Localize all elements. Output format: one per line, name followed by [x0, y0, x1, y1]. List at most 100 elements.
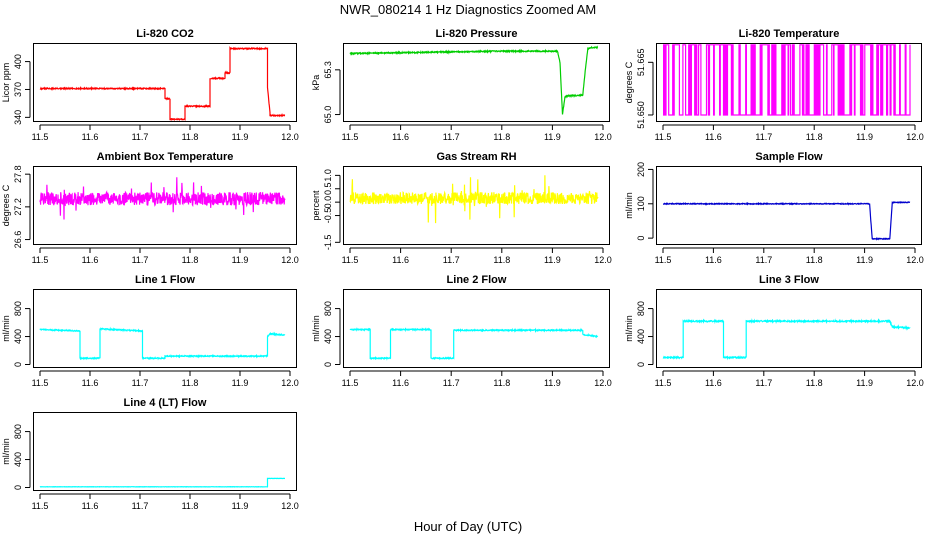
panel-title: Line 1 Flow	[135, 274, 195, 286]
x-tick-label: 11.7	[443, 255, 460, 265]
x-tick-label: 11.6	[705, 378, 722, 388]
series-line	[39, 177, 286, 220]
y-tick-label: 0	[636, 236, 646, 241]
plot-frame	[656, 166, 922, 245]
y-tick-label: 200	[636, 162, 646, 177]
x-tick-label: 11.7	[755, 132, 772, 142]
x-tick-label: 11.5	[32, 501, 49, 511]
y-axis-label: percent	[311, 190, 321, 221]
y-tick-label: 400	[13, 329, 23, 344]
panel-title: Ambient Box Temperature	[97, 151, 234, 163]
plot-frame	[33, 43, 297, 122]
y-tick-label: 340	[13, 110, 23, 125]
series-line	[662, 200, 911, 241]
series-line	[349, 45, 599, 115]
figure-title: NWR_080214 1 Hz Diagnostics Zoomed AM	[340, 2, 597, 17]
plot-frame	[343, 289, 610, 368]
x-tick-label: 11.5	[655, 132, 672, 142]
x-tick-label: 11.7	[443, 132, 460, 142]
series-line	[39, 477, 285, 488]
x-tick-label: 11.8	[182, 132, 199, 142]
x-tick-label: 11.9	[544, 132, 561, 142]
y-tick-label: 0	[13, 362, 23, 367]
x-tick-label: 11.7	[443, 378, 460, 388]
y-tick-label: 800	[13, 301, 23, 316]
panel-title: Gas Stream RH	[436, 151, 516, 163]
x-tick-label: 11.5	[342, 255, 359, 265]
x-tick-label: 11.8	[182, 378, 199, 388]
y-axis-label: degrees C	[624, 61, 634, 103]
panel-title: Line 3 Flow	[759, 274, 819, 286]
x-tick-label: 11.6	[705, 255, 722, 265]
x-tick-label: 11.5	[32, 255, 49, 265]
x-tick-label: 11.7	[132, 255, 149, 265]
x-tick-label: 11.6	[82, 378, 99, 388]
y-axis-label: ml/min	[311, 315, 321, 342]
y-tick-label: 400	[636, 329, 646, 344]
x-tick-label: 11.9	[544, 378, 561, 388]
x-tick-label: 11.8	[806, 378, 823, 388]
x-tick-label: 11.9	[232, 132, 249, 142]
x-tick-label: 11.6	[392, 132, 409, 142]
y-tick-label: 65.0	[323, 106, 333, 124]
y-tick-label: 800	[13, 424, 23, 439]
y-axis-label: ml/min	[1, 315, 11, 342]
y-tick-label: 0	[13, 485, 23, 490]
panel-title: Li-820 CO2	[136, 28, 193, 40]
x-tick-label: 11.8	[493, 378, 510, 388]
x-tick-label: 11.5	[32, 132, 49, 142]
y-tick-label: 800	[636, 301, 646, 316]
plot-frame	[33, 412, 297, 491]
x-tick-label: 12.0	[594, 132, 612, 142]
y-tick-label: 100	[636, 196, 646, 211]
x-tick-label: 11.8	[806, 255, 823, 265]
plot-frame	[656, 43, 922, 122]
y-tick-label: 800	[323, 301, 333, 316]
y-tick-label: 0	[323, 362, 333, 367]
series-line	[662, 318, 911, 361]
panel-4: Gas Stream RH percent 11.5 11.6 11.7 11.8 11.9…	[311, 151, 612, 265]
y-tick-label: 26.6	[13, 231, 23, 249]
x-tick-label: 11.8	[182, 501, 199, 511]
y-axis-label: ml/min	[1, 438, 11, 465]
x-tick-label: 11.9	[856, 255, 873, 265]
panel-6: Line 1 Flow ml/min 11.5 11.6 11.7 11.8 11.9 12.…	[1, 274, 299, 388]
x-tick-label: 11.7	[755, 378, 772, 388]
y-tick-label: -1.5	[323, 235, 333, 251]
plot-frame	[656, 289, 922, 368]
panel-2: Li-820 Temperature degrees C 11.5 11.6 11.7 1…	[624, 28, 924, 142]
x-tick-label: 11.8	[493, 255, 510, 265]
x-tick-label: 11.8	[182, 255, 199, 265]
y-tick-label: 27.8	[13, 165, 23, 183]
x-tick-label: 11.5	[655, 255, 672, 265]
x-tick-label: 11.7	[755, 255, 772, 265]
x-tick-label: 12.0	[281, 132, 299, 142]
y-tick-label: 51.665	[636, 49, 646, 77]
x-tick-label: 11.8	[493, 132, 510, 142]
y-tick-label: 400	[13, 452, 23, 467]
x-tick-label: 12.0	[906, 132, 924, 142]
x-tick-label: 12.0	[594, 378, 612, 388]
x-tick-label: 11.7	[132, 132, 149, 142]
series-line	[663, 44, 911, 116]
x-tick-label: 11.7	[132, 378, 149, 388]
y-axis-label: ml/min	[624, 192, 634, 219]
plot-frame	[343, 43, 610, 122]
y-tick-label: 27.2	[13, 198, 23, 216]
x-tick-label: 11.5	[32, 378, 49, 388]
panel-title: Line 2 Flow	[447, 274, 507, 286]
panel-8: Line 3 Flow ml/min 11.5 11.6 11.7 11.8 11.9 12.…	[624, 274, 924, 388]
panel-9: Line 4 (LT) Flow ml/min 11.5 11.6 11.7 11.8 11…	[1, 397, 299, 511]
x-tick-label: 11.9	[232, 378, 249, 388]
x-tick-label: 11.9	[232, 255, 249, 265]
x-tick-label: 11.9	[856, 378, 873, 388]
x-tick-label: 12.0	[281, 378, 299, 388]
x-tick-label: 11.8	[806, 132, 823, 142]
x-tick-label: 12.0	[281, 255, 299, 265]
x-tick-label: 11.6	[392, 378, 409, 388]
x-tick-label: 11.5	[342, 132, 359, 142]
plot-frame	[33, 289, 297, 368]
x-tick-label: 12.0	[594, 255, 612, 265]
panel-1: Li-820 Pressure kPa 11.5 11.6 11.7 11.8 11.9 12…	[311, 28, 612, 142]
